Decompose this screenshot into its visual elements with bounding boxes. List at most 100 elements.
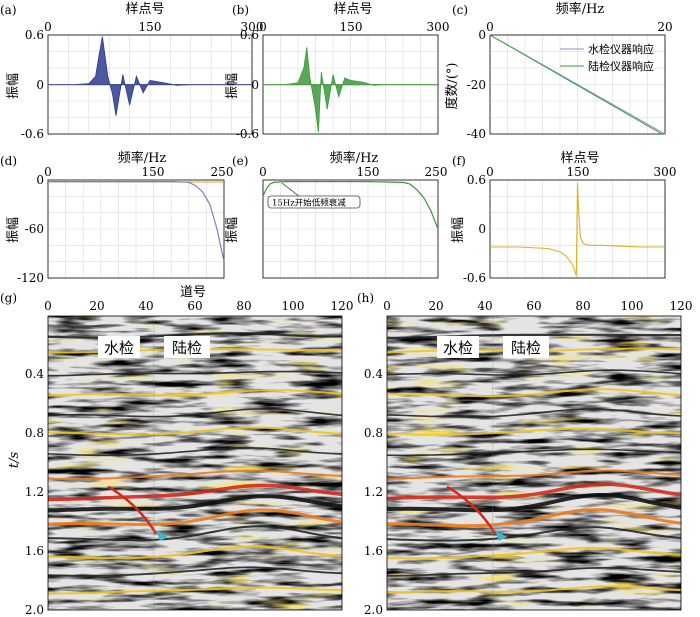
panel-e-xtick-2: 250: [425, 165, 448, 179]
panel-c-ylabel: 度数/(°): [444, 62, 460, 109]
panel-g-xtick-1: 20: [89, 299, 104, 313]
panel-g-ytick-4: 2.0: [25, 603, 44, 617]
panel-c-xtick-0: 0: [486, 20, 494, 34]
seismic-dipping-event: [107, 485, 158, 535]
panel-c-legend: 水检仪器响应 陆检仪器响应: [560, 42, 654, 73]
panel-e-curve: [262, 181, 439, 230]
panel-c-grid: [490, 35, 665, 134]
seismic-horizon: [386, 408, 682, 418]
seismic-horizon: [386, 469, 682, 480]
panel-b: (b) 样点号 0 150 300 0.6 0 -0.6 振幅: [225, 2, 449, 141]
panel-c-frame: [489, 34, 666, 135]
panel-d-ylabel: 振幅: [6, 217, 21, 243]
panel-b-ytick-0: 0.6: [240, 28, 259, 42]
panel-d-frame: [47, 179, 225, 279]
panel-g-ytick-1: 0.8: [25, 426, 44, 440]
seismic-horizon: [386, 585, 682, 594]
panel-h-xtick-0: 0: [383, 299, 391, 313]
panel-g-tag-geophone: 陆检: [172, 339, 202, 357]
seismic-horizon: [386, 333, 681, 339]
seismic-horizon: [47, 469, 343, 480]
panel-d-ytick-0: 0: [36, 173, 44, 187]
panel-h-frame: [386, 315, 682, 611]
seismic-horizon: [47, 525, 343, 542]
panel-d-title: 频率/Hz: [118, 150, 167, 166]
panel-g-xtick-2: 40: [138, 299, 153, 313]
panel-e-grid: [263, 180, 438, 278]
panel-f-grid: [490, 180, 665, 278]
panel-b-xtick-1: 150: [340, 20, 363, 34]
panel-a-xtick-2: 300: [241, 20, 264, 34]
seismic-horizon: [386, 508, 682, 528]
panel-h-xtick-6: 120: [670, 299, 693, 313]
panel-a-ytick-2: -0.6: [21, 127, 44, 141]
seismic-horizon: [47, 447, 343, 457]
panel-e-ylabel: 振幅: [225, 217, 240, 243]
panel-e-label: (e): [232, 154, 248, 168]
panel-h-ytick-3: 1.6: [364, 544, 383, 558]
panel-c-ytick-0: 0: [478, 28, 486, 42]
panel-f-curve: [490, 182, 665, 277]
seismic-horizon: [386, 546, 682, 560]
seismic-horizon: [386, 493, 682, 513]
panel-h-ytick-2: 1.2: [364, 485, 383, 499]
panel-h-tag-hydrophone: 水检: [443, 339, 473, 357]
panel-e: (e) 频率/Hz 0 150 250 振幅 15Hz开始低频衰减: [225, 150, 448, 279]
panel-d-curve: [48, 181, 225, 262]
panel-h-arrow-icon: [495, 530, 507, 541]
panel-h-xtick-2: 40: [477, 299, 492, 313]
panel-h-xtick-4: 80: [575, 299, 590, 313]
panel-g-tag-hydrophone: 水检: [104, 339, 134, 357]
panel-e-annotation-pointer: [281, 182, 301, 198]
panel-g-ytick-2: 1.2: [25, 485, 44, 499]
panel-b-title: 样点号: [333, 2, 372, 17]
panel-h-xtick-3: 60: [526, 299, 541, 313]
panel-h-label: (h): [357, 291, 374, 305]
seismic-horizon: [386, 369, 682, 376]
panel-g-xtick-5: 100: [282, 299, 305, 313]
seismic-horizon: [47, 586, 343, 595]
panel-f-xtick-0: 0: [486, 165, 494, 179]
panel-a-title: 样点号: [125, 2, 164, 17]
panel-h-yticks: 0.4 0.8 1.2 1.6 2.0: [364, 367, 383, 617]
panel-h-xticks: 0 20 40 60 80 100 120: [383, 299, 692, 313]
seismic-horizon: [47, 545, 343, 560]
panel-a-ytick-1: 0: [36, 78, 44, 92]
panel-b-xtick-0: 0: [259, 20, 267, 34]
seismic-texture-yellow: [387, 316, 681, 610]
panel-c-xtick-1: 20: [657, 20, 672, 34]
panel-h-ytick-1: 0.8: [364, 426, 383, 440]
panel-b-wavelet: [263, 47, 438, 133]
panel-g-xlabel: 道号: [180, 285, 206, 300]
seismic-horizon: [47, 494, 343, 513]
seismic-horizon: [386, 448, 682, 457]
panel-d-xtick-0: 0: [44, 165, 52, 179]
panel-c: (c) 频率/Hz 0 20 0 -20 -40 度数/(°) 水检仪器响应 陆…: [444, 1, 673, 141]
panel-g-ytick-0: 0.4: [25, 367, 44, 381]
panel-g-xtick-6: 120: [331, 299, 354, 313]
panel-c-label: (c): [452, 3, 468, 17]
panel-a-xtick-0: 0: [44, 20, 52, 34]
panel-g: (g) 道号 0 20 40 60 80 100 120 0.4 0.8 1.2…: [0, 285, 353, 617]
seismic-horizon: [47, 370, 343, 377]
panel-b-ytick-2: -0.6: [236, 127, 259, 141]
panel-e-annotation-text: 15Hz开始低频衰减: [272, 198, 346, 209]
panel-a-ylabel: 振幅: [6, 73, 21, 99]
panel-b-ylabel: 振幅: [225, 73, 240, 99]
panel-d-ytick-2: -120: [17, 271, 44, 285]
panel-f-ytick-1: 0: [478, 222, 486, 236]
panel-g-xtick-0: 0: [44, 299, 52, 313]
seismic-horizon: [47, 426, 343, 436]
panel-a-wavelet: [48, 36, 252, 116]
panel-e-xtick-0: 0: [259, 165, 267, 179]
panel-c-line-geophone: [489, 34, 663, 135]
panel-g-arrow-icon: [156, 530, 168, 541]
panel-e-title: 频率/Hz: [330, 150, 379, 166]
legend-label-geophone: 陆检仪器响应: [588, 59, 654, 73]
panel-f-label: (f): [452, 154, 466, 168]
panel-f-title: 样点号: [560, 151, 599, 166]
seismic-horizon: [386, 482, 682, 501]
panel-h-ytick-4: 2.0: [364, 603, 383, 617]
panel-d-label: (d): [0, 154, 17, 168]
